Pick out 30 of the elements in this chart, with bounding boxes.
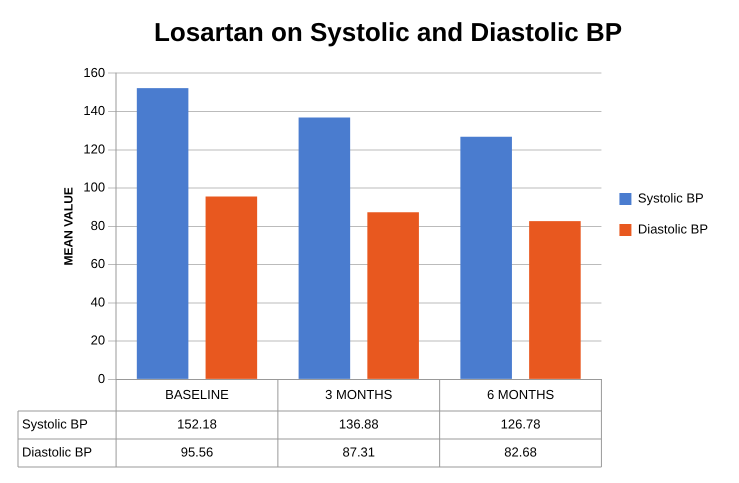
x-tick-label: 6 MONTHS	[486, 386, 554, 402]
x-tick-label: BASELINE	[165, 386, 230, 402]
y-tick-label: 80	[90, 218, 106, 233]
data-label: 82.68	[504, 444, 537, 460]
data-label: 95.56	[180, 444, 214, 460]
bar	[298, 117, 350, 379]
y-tick-label: 20	[90, 332, 106, 348]
bar	[529, 221, 581, 379]
y-axis-title: MEAN VALUE	[62, 187, 76, 266]
y-tick-label: 100	[83, 180, 106, 195]
legend-label: Diastolic BP	[638, 222, 708, 237]
data-label: 87.31	[342, 444, 376, 460]
bar	[136, 88, 188, 379]
bar	[460, 136, 512, 379]
text: Systolic BP	[22, 416, 88, 432]
data-label: 126.78	[500, 416, 540, 432]
y-tick-label: 160	[83, 64, 106, 80]
y-tick-label: 40	[90, 294, 106, 310]
legend-label: Systolic BP	[638, 190, 704, 206]
data-label: 136.88	[338, 416, 379, 432]
x-tick-label: 3 MONTHS	[325, 386, 393, 402]
data-label: 152.18	[177, 416, 217, 432]
y-tick-label: 60	[90, 256, 106, 272]
bar	[367, 212, 419, 379]
text: Diastolic BP	[22, 444, 92, 460]
y-tick-label: 0	[98, 370, 106, 386]
y-tick-label: 120	[83, 141, 106, 156]
chart-title: Losartan on Systolic and Diastolic BP	[154, 16, 622, 47]
y-tick-label: 140	[83, 103, 106, 118]
bar	[206, 196, 258, 379]
